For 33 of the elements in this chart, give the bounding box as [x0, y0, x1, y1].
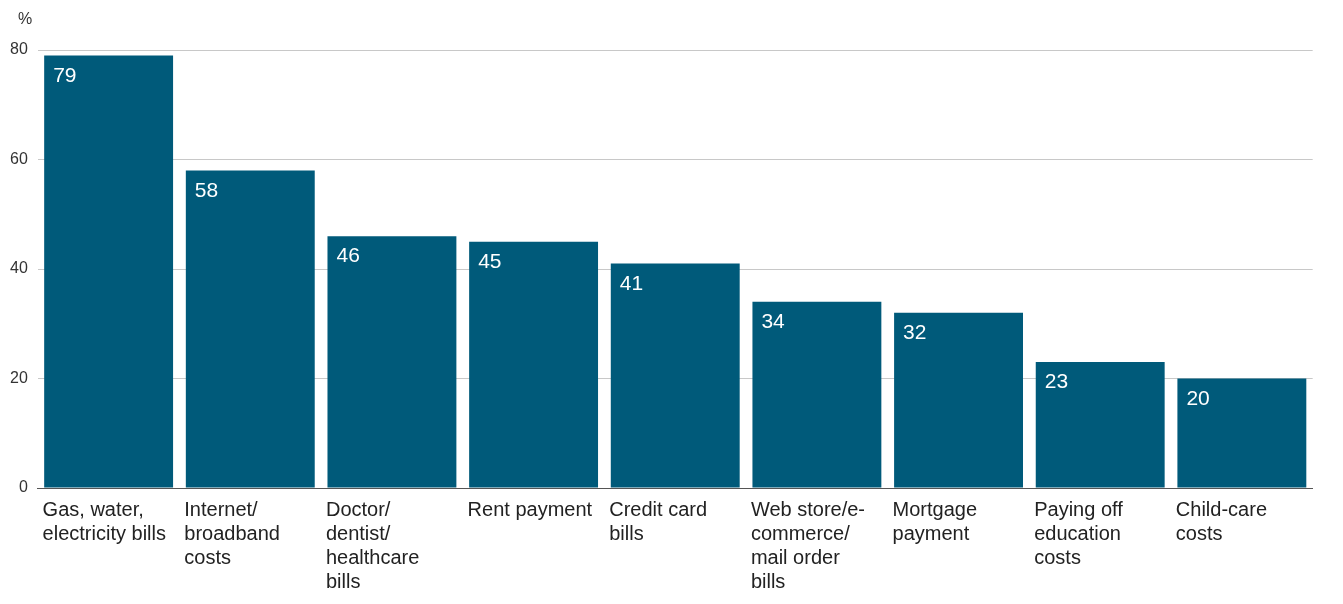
data-label: 46	[336, 243, 360, 267]
data-label: 23	[1044, 369, 1069, 393]
bar	[752, 301, 882, 488]
x-tick-label: Mortgage payment	[892, 497, 978, 544]
bar	[327, 236, 457, 488]
x-tick-label: Credit card bills	[609, 497, 708, 544]
x-tick-label: Paying off education costs	[1034, 497, 1124, 568]
y-axis-title: %	[18, 10, 33, 28]
bar	[1035, 362, 1165, 488]
data-label: 20	[1186, 385, 1210, 409]
y-tick-label: 0	[18, 478, 28, 496]
data-label: 58	[194, 177, 219, 201]
bar	[610, 263, 740, 488]
data-label: 41	[619, 270, 644, 294]
x-tick-label: Child-care costs	[1175, 497, 1268, 544]
data-label: 34	[761, 309, 786, 333]
y-tick-label: 40	[10, 259, 28, 277]
bar	[185, 170, 315, 488]
bar	[44, 55, 174, 488]
x-tick-label: Rent payment	[467, 497, 593, 520]
bar	[894, 312, 1023, 488]
y-tick-label: 80	[10, 40, 28, 58]
bar	[469, 241, 599, 488]
x-tick-label: Web store/e-commerce/mail order bills	[750, 497, 866, 592]
bar	[1177, 378, 1307, 488]
x-tick-label: Doctor/dentist/healthcare bills	[325, 497, 420, 592]
y-tick-label: 20	[10, 368, 28, 386]
y-tick-label: 60	[10, 149, 28, 167]
data-label: 79	[53, 62, 77, 86]
data-label: 45	[478, 248, 502, 272]
x-tick-label: Gas, water, electricity bills	[42, 497, 166, 544]
data-label: 32	[903, 320, 927, 344]
x-tick-label: Internet/broadband costs	[184, 497, 280, 568]
